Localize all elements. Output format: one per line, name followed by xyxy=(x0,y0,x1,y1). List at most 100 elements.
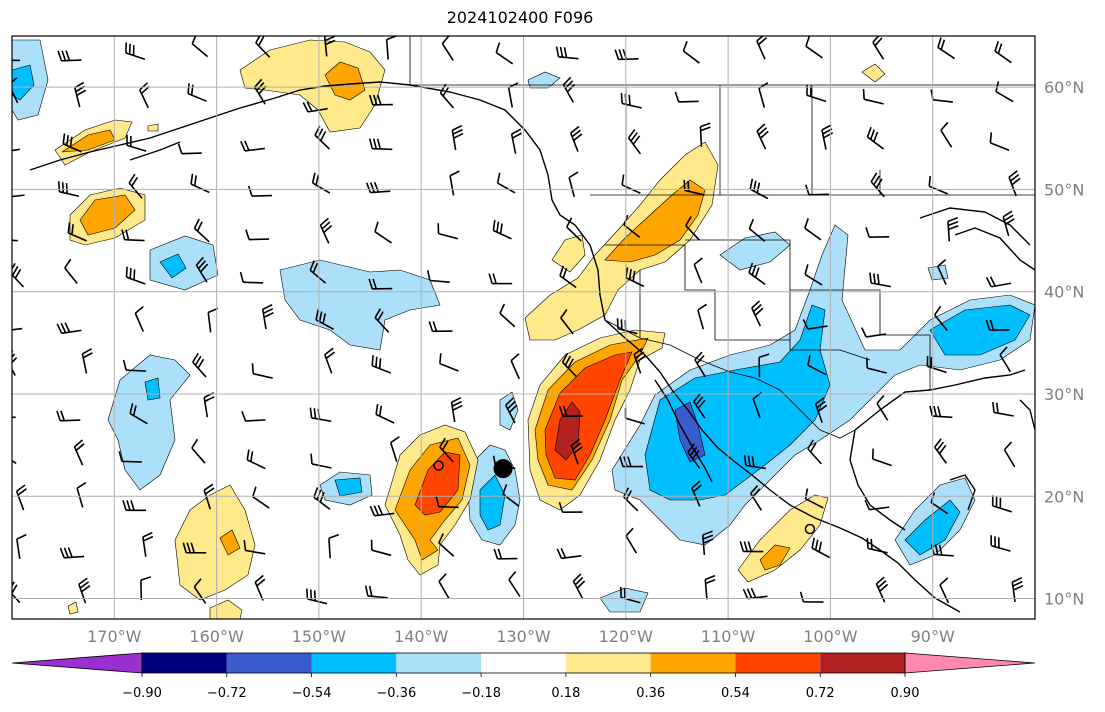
wind-barb xyxy=(699,122,711,147)
wind-barb xyxy=(309,260,327,284)
wind-barb xyxy=(751,300,764,327)
lon-tick-label-8: 90°W xyxy=(911,627,955,646)
wind-barb xyxy=(758,353,770,378)
wind-barb xyxy=(12,59,20,62)
wind-barb xyxy=(697,303,708,330)
wind-barb xyxy=(561,352,578,378)
wind-barb xyxy=(742,587,768,600)
wind-barb xyxy=(323,36,336,57)
wind-barb xyxy=(1008,170,1021,197)
wind-barb xyxy=(134,305,145,332)
wind-barb xyxy=(81,348,93,374)
wind-barb xyxy=(311,172,331,194)
wind-barb xyxy=(934,438,948,464)
map-title: 2024102400 F096 xyxy=(446,8,594,27)
lat-tick-label-1: 50°N xyxy=(1044,180,1084,199)
colorbar-tick-label-5: 0.18 xyxy=(551,686,580,701)
wind-barb xyxy=(989,132,1010,151)
wind-barb xyxy=(805,36,823,59)
colorbar-tick-label-9: 0.90 xyxy=(891,686,920,701)
wind-barb xyxy=(187,83,207,102)
colorbar-segment-2 xyxy=(311,653,397,673)
wind-barb xyxy=(748,262,766,286)
wind-barb xyxy=(990,535,1011,552)
wind-barb xyxy=(246,449,266,470)
wind-barb xyxy=(749,178,769,200)
wind-barb xyxy=(369,504,395,517)
wind-barb xyxy=(939,577,950,604)
wind-barb xyxy=(934,305,948,332)
wind-barb xyxy=(389,436,400,462)
wind-barb xyxy=(926,355,947,374)
wind-barb xyxy=(56,322,82,335)
wind-barb xyxy=(118,451,142,463)
wind-barb xyxy=(621,174,641,194)
wind-barb xyxy=(451,124,464,151)
wind-barb xyxy=(496,172,516,194)
wind-barb xyxy=(562,76,576,103)
wind-barb xyxy=(439,83,455,109)
center-marker xyxy=(493,459,513,479)
wind-barb xyxy=(510,353,521,380)
wind-barb xyxy=(247,185,272,197)
wind-barb xyxy=(59,547,85,559)
wind-barb xyxy=(439,437,454,463)
colorbar-segment-3 xyxy=(396,653,482,673)
wind-barb xyxy=(864,499,890,511)
wind-barb xyxy=(701,530,714,555)
wind-barb xyxy=(261,304,274,330)
wind-barb xyxy=(62,133,82,153)
colorbar-segment-6 xyxy=(650,653,736,673)
wind-barb xyxy=(426,270,450,283)
wind-barb xyxy=(309,407,332,423)
wind-barb xyxy=(985,319,1010,331)
wind-barb xyxy=(568,171,579,198)
lon-tick-label-2: 150°W xyxy=(292,627,347,646)
colorbar-segment-1 xyxy=(226,653,312,673)
wind-barb xyxy=(15,484,27,511)
wind-barb xyxy=(499,303,516,328)
wind-barb xyxy=(694,351,707,378)
wind-barb xyxy=(633,347,646,374)
wind-barb xyxy=(324,347,336,374)
wind-barb xyxy=(310,453,332,469)
wind-barb xyxy=(804,488,824,509)
wind-barb xyxy=(371,355,392,374)
wind-barb xyxy=(240,140,265,152)
wind-barb xyxy=(495,42,514,65)
wind-barb xyxy=(450,396,463,423)
wind-barb xyxy=(821,124,834,150)
wind-barb xyxy=(555,46,579,60)
wind-barb xyxy=(866,538,888,554)
wind-barb xyxy=(992,401,1014,417)
wind-barb xyxy=(12,327,23,331)
wind-barb xyxy=(74,81,87,108)
wind-barb xyxy=(129,403,148,425)
wind-barb xyxy=(385,36,397,60)
wind-barb xyxy=(192,352,207,378)
colorbar-tick-label-7: 0.54 xyxy=(721,686,750,701)
wind-barb xyxy=(869,272,891,288)
wind-barb xyxy=(365,181,391,194)
wind-barb xyxy=(871,448,892,467)
wind-barb xyxy=(1003,441,1016,468)
wind-barb xyxy=(804,218,822,241)
wind-barb xyxy=(493,548,518,560)
wind-barb xyxy=(12,239,18,242)
wind-barb xyxy=(64,258,78,284)
wind-barb xyxy=(947,216,959,242)
wind-barb xyxy=(306,588,328,605)
wind-barb xyxy=(872,36,885,60)
wind-barb xyxy=(994,41,1012,64)
wind-barb xyxy=(16,533,27,559)
wind-barb xyxy=(243,540,266,555)
wind-barb xyxy=(875,576,889,603)
wind-barb xyxy=(76,481,87,508)
wind-barb xyxy=(693,393,706,419)
wind-barb xyxy=(12,194,25,198)
open-circle-marker-1 xyxy=(433,460,444,471)
wind-barb xyxy=(67,222,87,242)
colorbar: −0.90 −0.72 −0.54 −0.36 −0.18 0.18 0.36 0.54 0.7… xyxy=(11,652,1036,701)
wind-barbs xyxy=(12,36,1024,605)
